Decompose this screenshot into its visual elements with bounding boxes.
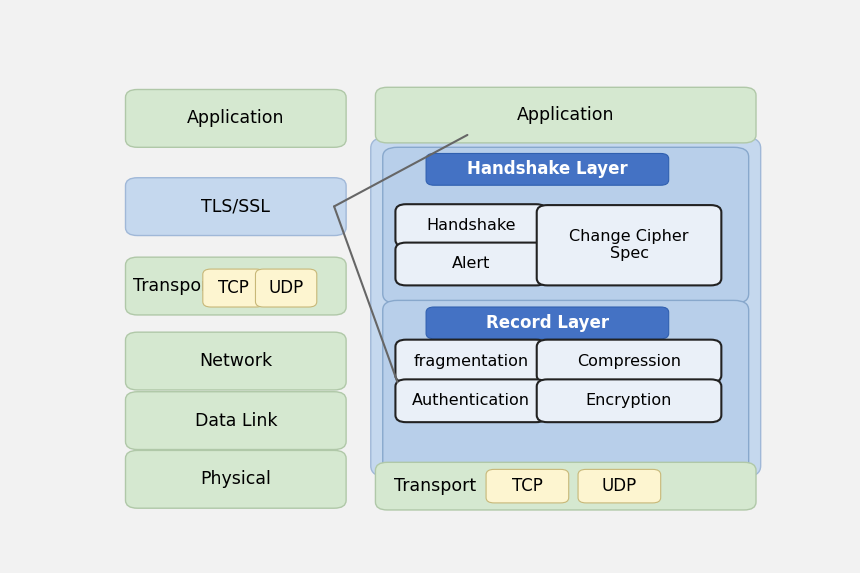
FancyBboxPatch shape	[371, 137, 760, 477]
Text: Transport: Transport	[395, 477, 476, 495]
FancyBboxPatch shape	[203, 269, 264, 307]
FancyBboxPatch shape	[126, 332, 346, 390]
Text: TLS/SSL: TLS/SSL	[201, 198, 270, 215]
Text: Record Layer: Record Layer	[486, 314, 609, 332]
Text: Application: Application	[517, 106, 614, 124]
Text: Alert: Alert	[452, 257, 490, 272]
FancyBboxPatch shape	[126, 178, 346, 236]
Text: Physical: Physical	[200, 470, 271, 488]
Text: Change Cipher
Spec: Change Cipher Spec	[569, 229, 689, 261]
FancyBboxPatch shape	[537, 340, 722, 382]
FancyBboxPatch shape	[376, 87, 756, 143]
FancyBboxPatch shape	[396, 379, 547, 422]
FancyBboxPatch shape	[537, 379, 722, 422]
Text: TCP: TCP	[218, 279, 249, 297]
FancyBboxPatch shape	[126, 450, 346, 508]
FancyBboxPatch shape	[426, 307, 669, 339]
FancyBboxPatch shape	[126, 89, 346, 147]
Text: Handshake: Handshake	[427, 218, 516, 233]
FancyBboxPatch shape	[426, 154, 669, 185]
Text: Network: Network	[200, 352, 273, 370]
FancyBboxPatch shape	[376, 462, 756, 510]
FancyBboxPatch shape	[126, 257, 346, 315]
Text: fragmentation: fragmentation	[414, 354, 529, 368]
FancyBboxPatch shape	[383, 147, 749, 304]
FancyBboxPatch shape	[255, 269, 316, 307]
Text: Application: Application	[187, 109, 285, 127]
Text: UDP: UDP	[602, 477, 637, 495]
Text: TCP: TCP	[512, 477, 543, 495]
FancyBboxPatch shape	[578, 469, 660, 503]
Text: Handshake Layer: Handshake Layer	[467, 160, 628, 178]
FancyBboxPatch shape	[126, 392, 346, 450]
FancyBboxPatch shape	[396, 242, 547, 285]
Text: Compression: Compression	[577, 354, 681, 368]
Text: UDP: UDP	[268, 279, 304, 297]
Text: Data Link: Data Link	[194, 411, 277, 430]
FancyBboxPatch shape	[486, 469, 568, 503]
Text: Authentication: Authentication	[412, 393, 530, 409]
FancyBboxPatch shape	[537, 205, 722, 285]
FancyBboxPatch shape	[383, 300, 749, 472]
FancyBboxPatch shape	[396, 204, 547, 247]
FancyBboxPatch shape	[396, 340, 547, 382]
Text: Encryption: Encryption	[586, 393, 673, 409]
Text: Transport: Transport	[133, 277, 215, 295]
